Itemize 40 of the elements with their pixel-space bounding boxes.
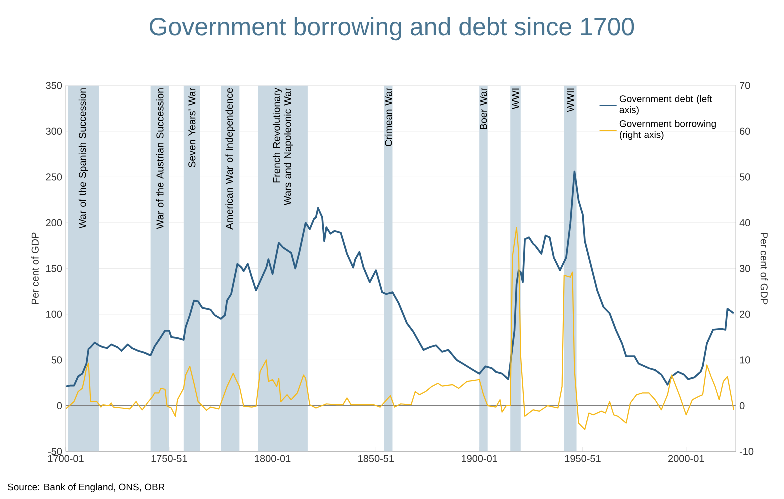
legend-label: Government debt (left axis)	[620, 95, 712, 116]
band-label: Seven Years' War	[188, 88, 196, 168]
y2-tick-label: 40	[740, 219, 750, 226]
y2-tick-label: 20	[740, 310, 750, 318]
y2-tick-label: 70	[740, 82, 750, 90]
x-tick-label: 1850-51	[358, 455, 394, 462]
band-label: French Revolutionary Wars and Napoleonic War	[272, 88, 294, 206]
y-tick-label: 300	[46, 128, 62, 135]
y-tick-label: 250	[46, 174, 62, 181]
legend-label: Government borrowing (right axis)	[620, 120, 716, 140]
chart-title: Government borrowing and debt since 1700	[150, 17, 634, 41]
band-label: War of the Austrian Succession	[156, 88, 164, 230]
x-tick-label: 2000-01	[668, 455, 704, 462]
x-tick-label: 1950-51	[565, 455, 601, 462]
y-tick-label: 50	[52, 356, 62, 364]
y2-tick-label: 30	[740, 265, 750, 272]
y-tick-label: 100	[46, 310, 62, 318]
band-label: American War of Independence	[226, 88, 236, 230]
y-tick-label: 350	[46, 82, 62, 90]
x-tick-label: 1750-51	[152, 455, 188, 462]
y2-tick-label: -10	[740, 448, 754, 456]
y-tick-label: 150	[46, 265, 62, 272]
x-tick-label: 1700-01	[48, 455, 84, 462]
x-tick-label: 1900-01	[462, 455, 498, 462]
y-tick-label: 200	[46, 219, 62, 226]
band-label: Crimean War	[384, 88, 392, 146]
band-label: War of the Spanish Succession	[78, 88, 88, 229]
x-tick-label: 1800-01	[255, 455, 291, 462]
band-label: WWII	[567, 88, 574, 112]
source-note: Source: Bank of England, ONS, OBR	[8, 484, 165, 492]
band-label: Boer War	[480, 88, 488, 130]
y-tick-label: 0	[57, 402, 62, 410]
y2-tick-label: 10	[740, 356, 750, 364]
y2-axis-title: Per cent of GDP	[760, 233, 768, 305]
band-label: WWI	[512, 88, 520, 110]
y-tick-label: -50	[48, 448, 62, 456]
y-axis-title: Per cent of GDP	[32, 232, 39, 304]
y2-tick-label: 0	[740, 402, 745, 410]
y2-tick-label: 60	[740, 128, 750, 135]
y2-tick-label: 50	[740, 174, 750, 181]
